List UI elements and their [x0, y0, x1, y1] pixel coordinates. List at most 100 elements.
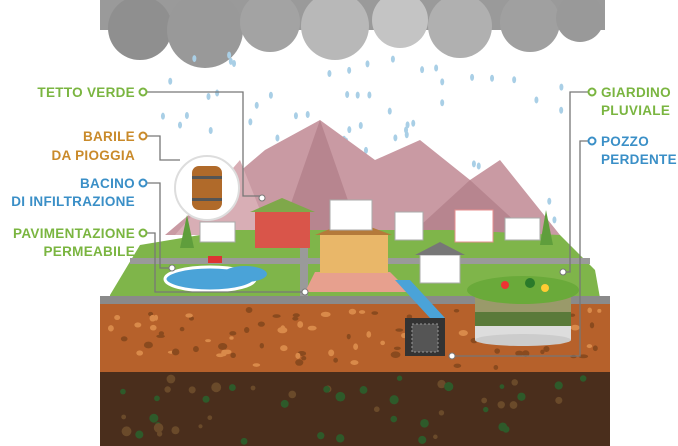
soil-spot: [597, 308, 602, 313]
soil-spot: [554, 381, 563, 390]
soil-spot: [156, 334, 165, 338]
soil-spot: [587, 307, 593, 314]
soil-spot: [483, 406, 489, 413]
label: DI INFILTRAZIONE: [11, 194, 135, 209]
raindrop: [393, 134, 398, 142]
label: POZZO: [601, 134, 649, 149]
raindrop: [512, 76, 517, 84]
soil-spot: [207, 415, 213, 421]
soil-spot: [120, 388, 126, 395]
soil-spot: [143, 341, 153, 349]
label: DA PIOGGIA: [51, 148, 135, 163]
soil-spot: [121, 414, 127, 420]
soil-spot: [149, 324, 157, 331]
soil-spot: [453, 363, 462, 368]
raindrop: [248, 118, 253, 126]
soil-spot: [509, 401, 518, 409]
soil-spot: [390, 415, 398, 423]
soil-spot: [395, 328, 404, 332]
raindrop: [470, 73, 475, 81]
raindrop: [160, 112, 165, 120]
soil-spot: [586, 344, 593, 349]
soil-spot: [149, 413, 159, 423]
raindrop: [490, 74, 495, 82]
soil-spot: [185, 313, 193, 318]
raindrop: [355, 91, 360, 99]
soil-spot: [307, 325, 317, 331]
soil-spot: [453, 309, 460, 313]
soil-spot: [292, 316, 299, 321]
raindrop: [254, 101, 259, 109]
soil-spot: [578, 354, 589, 359]
soil-spot: [134, 322, 142, 328]
soil-spot: [250, 385, 256, 391]
soil-spot: [555, 396, 563, 404]
raindrop: [228, 57, 233, 65]
raindrop: [345, 91, 350, 99]
soil-spot: [280, 345, 288, 352]
houses: [180, 198, 553, 284]
soil-spot: [396, 375, 403, 381]
label: PERMEABILE: [43, 244, 135, 259]
raindrop: [440, 99, 445, 107]
soil-spot: [136, 350, 144, 356]
soil-spot: [205, 339, 212, 343]
soil-spot: [295, 352, 301, 359]
label: PLUVIALE: [601, 103, 670, 118]
raindrop: [559, 83, 564, 91]
soil-spot: [499, 384, 505, 389]
soil-spot: [433, 434, 438, 440]
raindrop: [547, 197, 552, 205]
soil-spot: [158, 331, 165, 336]
soil-spot: [393, 346, 401, 351]
raindrop: [268, 91, 273, 99]
raindrop: [387, 107, 392, 115]
soil-spot: [245, 307, 253, 313]
raindrop: [208, 127, 213, 135]
soil-spot: [540, 349, 545, 355]
raindrop: [440, 78, 445, 86]
soil-spot: [240, 437, 248, 445]
soil-spot: [511, 379, 518, 386]
raindrop: [471, 160, 476, 168]
labels: TETTO VERDE BARILE DA PIOGGIA BACINO DI …: [11, 85, 676, 259]
soil-spot: [438, 410, 445, 416]
label: PAVIMENTAZIONE: [13, 226, 135, 241]
soil-spot: [348, 308, 357, 315]
soil-spot: [202, 395, 210, 403]
raindrop: [347, 126, 352, 134]
soil-spot: [380, 340, 386, 346]
raindrop: [411, 119, 416, 127]
raindrop: [215, 89, 220, 97]
rain-garden: [467, 276, 579, 346]
raindrop: [476, 162, 481, 170]
soil-spot: [328, 349, 335, 357]
soil-spot: [371, 311, 379, 315]
soil-spot: [366, 331, 372, 338]
soil-spot: [211, 382, 222, 393]
soil-spot: [493, 365, 499, 370]
soil-spot: [444, 381, 454, 392]
soil-spot: [188, 386, 196, 394]
soil-spot: [230, 352, 236, 359]
soil-spot: [171, 426, 180, 435]
soil-spot: [288, 390, 297, 399]
soil-spot: [317, 432, 325, 440]
soil-spot: [114, 315, 121, 321]
soil-spot: [515, 350, 524, 357]
soil-spot: [228, 384, 236, 391]
soil-spot: [418, 435, 427, 444]
soil-spot: [156, 431, 163, 437]
raindrop: [367, 91, 372, 99]
soil-spot: [320, 311, 331, 317]
label: GIARDINO: [601, 85, 671, 100]
soil-spot: [193, 345, 199, 353]
soil-spot: [353, 343, 359, 351]
label: BACINO: [80, 176, 135, 191]
soil-spot: [297, 321, 304, 328]
soil-spot: [223, 349, 232, 355]
raindrop: [206, 92, 211, 100]
soil-spot: [336, 434, 345, 443]
soil-spot: [292, 313, 300, 318]
infiltration-well: [395, 280, 445, 356]
